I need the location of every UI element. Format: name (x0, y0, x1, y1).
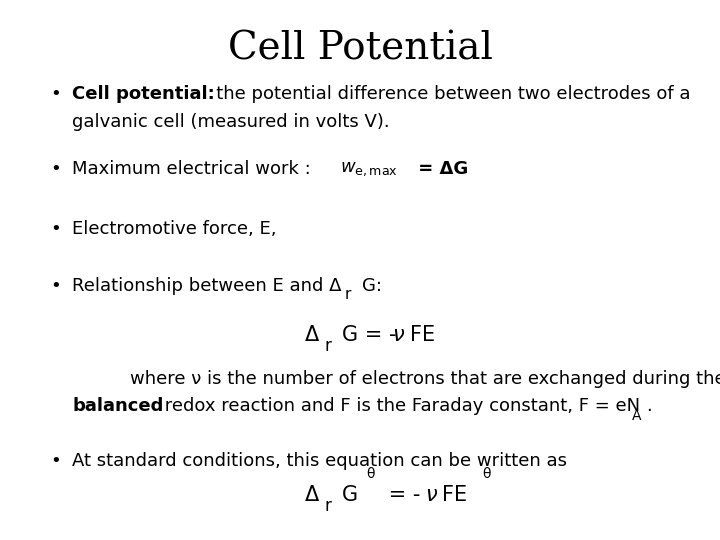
Text: •: • (50, 220, 60, 238)
Text: FE: FE (410, 325, 435, 345)
Text: G: G (342, 485, 358, 505)
Text: At standard conditions, this equation can be written as: At standard conditions, this equation ca… (72, 452, 567, 470)
Text: $\mathit{w}_\mathregular{e,max}$: $\mathit{w}_\mathregular{e,max}$ (340, 160, 398, 178)
Text: = ΔG: = ΔG (412, 160, 468, 178)
Text: FE: FE (442, 485, 467, 505)
Text: Relationship between E and Δ: Relationship between E and Δ (72, 277, 341, 295)
Text: θ: θ (366, 467, 374, 481)
Text: Δ: Δ (305, 485, 319, 505)
Text: Maximum electrical work :: Maximum electrical work : (72, 160, 323, 178)
Text: balanced: balanced (72, 397, 163, 415)
Text: = -: = - (382, 485, 420, 505)
Text: the potential difference between two electrodes of a: the potential difference between two ele… (199, 85, 690, 103)
Text: •: • (50, 277, 60, 295)
Text: Δ: Δ (305, 325, 319, 345)
Text: G = -: G = - (342, 325, 397, 345)
Text: r: r (325, 497, 332, 515)
Text: r: r (345, 287, 351, 302)
Text: Electromotive force, E,: Electromotive force, E, (72, 220, 276, 238)
Text: where ν is the number of electrons that are exchanged during the: where ν is the number of electrons that … (130, 370, 720, 388)
Text: r: r (325, 337, 332, 355)
Text: A: A (632, 409, 642, 423)
Text: ν: ν (392, 325, 404, 345)
Text: •: • (50, 452, 60, 470)
Text: •: • (50, 160, 60, 178)
Text: .: . (646, 397, 652, 415)
Text: ν: ν (425, 485, 436, 505)
Text: Cell potential:: Cell potential: (72, 85, 215, 103)
Text: Cell Potential: Cell Potential (228, 30, 492, 67)
Text: galvanic cell (measured in volts V).: galvanic cell (measured in volts V). (72, 113, 390, 131)
Text: G:: G: (362, 277, 382, 295)
Text: redox reaction and F is the Faraday constant, F = eN: redox reaction and F is the Faraday cons… (159, 397, 640, 415)
Text: θ: θ (482, 467, 490, 481)
Text: •: • (50, 85, 60, 103)
